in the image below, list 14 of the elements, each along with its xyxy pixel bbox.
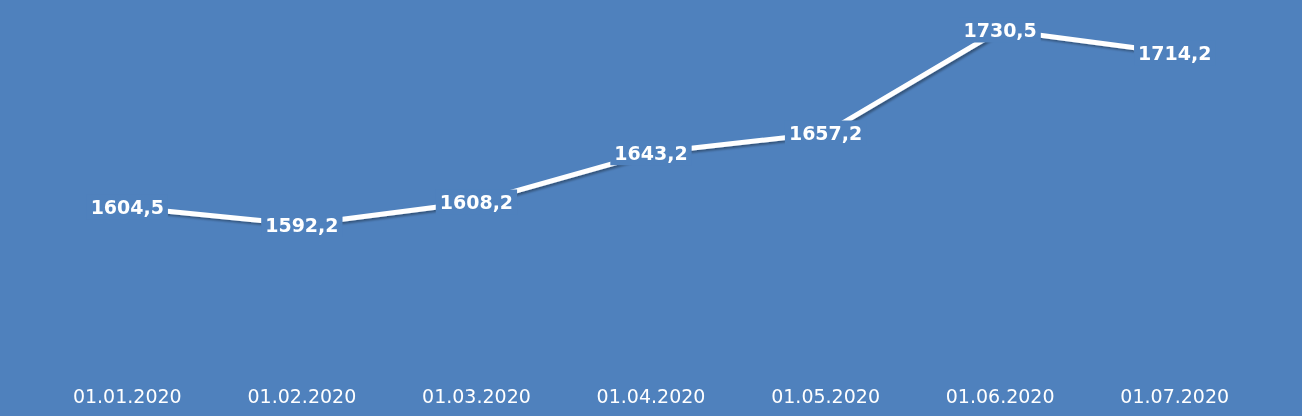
data-label: 1714,2 — [1138, 41, 1212, 64]
x-tick-label: 01.07.2020 — [1120, 384, 1230, 407]
x-tick-label: 01.02.2020 — [247, 384, 357, 407]
data-label: 1730,5 — [963, 19, 1037, 41]
x-tick-label: 01.01.2020 — [72, 384, 182, 407]
data-label: 1643,2 — [614, 141, 688, 164]
x-tick-label: 01.06.2020 — [945, 384, 1055, 407]
data-label: 1604,5 — [90, 196, 164, 219]
data-label: 1608,2 — [439, 191, 514, 214]
x-tick-label: 01.04.2020 — [596, 384, 706, 407]
data-label: 1592,2 — [265, 213, 339, 236]
x-tick-label: 01.05.2020 — [771, 384, 880, 407]
data-label: 1657,2 — [788, 122, 863, 145]
x-tick-label: 01.03.2020 — [422, 384, 531, 407]
